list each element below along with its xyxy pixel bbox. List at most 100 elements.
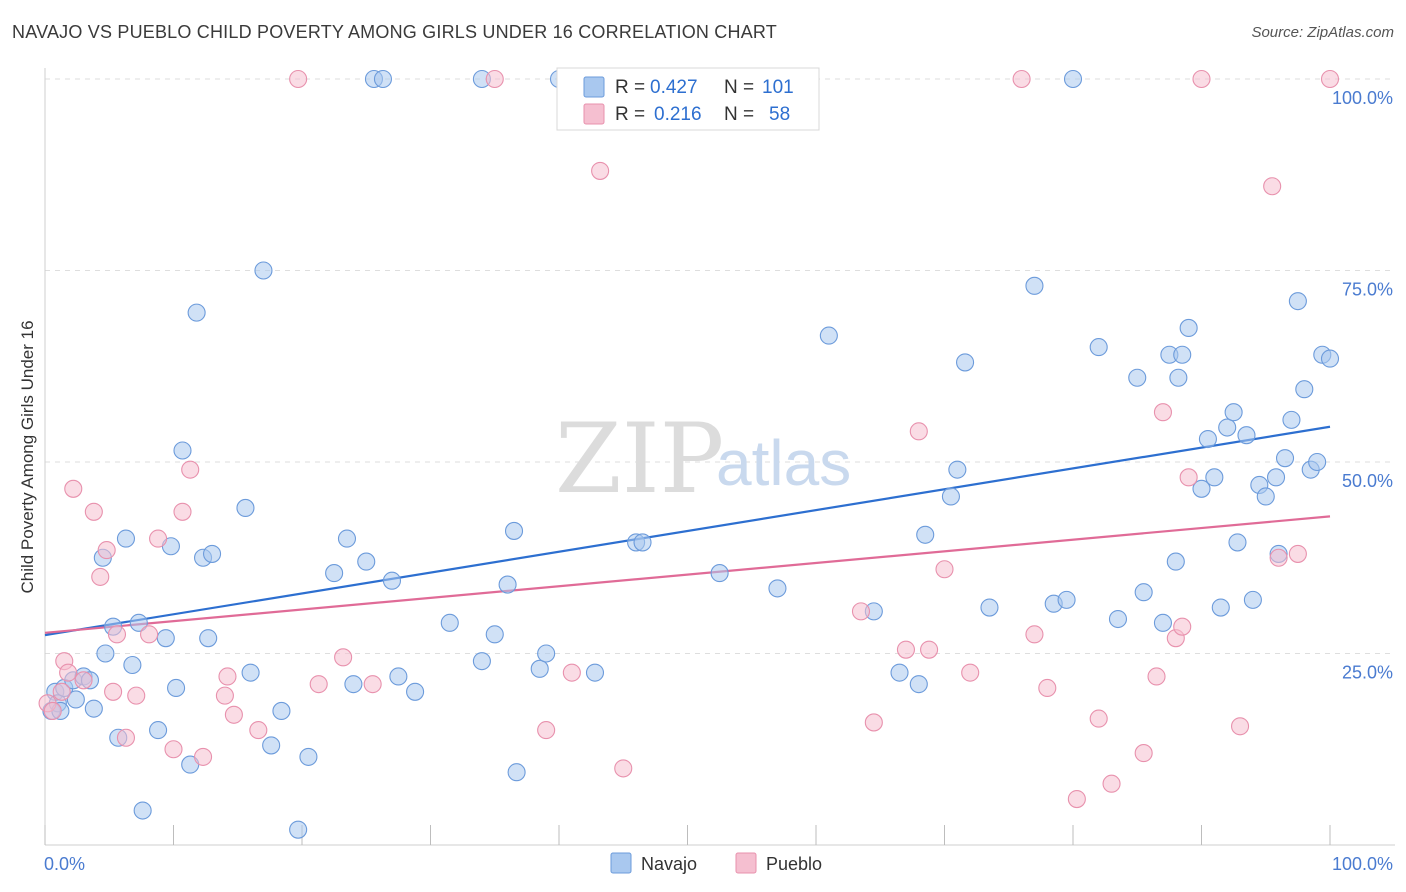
- point-navajo-81: [1173, 345, 1192, 364]
- point-navajo-67: [956, 353, 975, 372]
- point-navajo-54: [585, 663, 605, 682]
- point-navajo-14: [116, 529, 136, 548]
- point-navajo-99: [1295, 380, 1314, 399]
- point-navajo-66: [948, 460, 967, 479]
- point-navajo-15: [123, 655, 142, 675]
- point-pueblo-17: [173, 502, 192, 521]
- point-pueblo-50: [1173, 617, 1192, 636]
- point-pueblo-52: [1192, 69, 1211, 89]
- point-pueblo-25: [309, 675, 328, 694]
- point-pueblo-18: [181, 460, 200, 479]
- watermark: ZIP atlas: [555, 403, 851, 515]
- point-navajo-73: [1089, 338, 1108, 357]
- point-pueblo-44: [1089, 709, 1108, 728]
- point-navajo-74: [1108, 609, 1128, 629]
- series-legend-swatch-pueblo: [735, 852, 757, 874]
- point-pueblo-4: [59, 663, 78, 682]
- point-navajo-103: [1320, 349, 1340, 368]
- point-navajo-39: [382, 571, 402, 590]
- point-navajo-44: [440, 613, 459, 632]
- point-pueblo-16: [164, 740, 183, 759]
- point-pueblo-36: [909, 422, 928, 441]
- point-pueblo-15: [149, 529, 168, 548]
- point-pueblo-24: [289, 69, 308, 89]
- point-pueblo-19: [194, 747, 213, 766]
- point-navajo-29: [241, 663, 260, 682]
- point-navajo-75: [1128, 368, 1147, 387]
- point-navajo-6: [66, 690, 85, 709]
- point-pueblo-39: [961, 663, 980, 682]
- point-pueblo-40: [1012, 69, 1031, 89]
- point-pueblo-47: [1147, 667, 1166, 686]
- point-pueblo-32: [614, 759, 633, 778]
- x-tick-labels: 0.0% 100.0%: [44, 854, 1393, 874]
- point-navajo-58: [768, 579, 787, 598]
- point-navajo-48: [498, 575, 517, 594]
- watermark-atlas: atlas: [716, 427, 851, 499]
- series-legend: Navajo Pueblo: [610, 852, 822, 874]
- point-navajo-31: [262, 736, 281, 755]
- y-axis-label: Child Poverty Among Girls Under 16: [18, 320, 37, 593]
- point-navajo-24: [187, 303, 206, 322]
- data-points: [38, 69, 1340, 839]
- legend-r-label-navajo: R =: [615, 77, 645, 98]
- point-navajo-32: [272, 701, 291, 721]
- stats-legend: R = 0.427 N = 101 R = 0.216 N = 58: [556, 67, 820, 131]
- source-label: Source: ZipAtlas.com: [1251, 24, 1394, 41]
- point-navajo-36: [337, 529, 357, 548]
- chart-title: NAVAJO VS PUEBLO CHILD POVERTY AMONG GIR…: [12, 22, 777, 42]
- point-navajo-77: [1153, 613, 1172, 632]
- point-navajo-16: [129, 613, 148, 632]
- x-tick-label-max: 100.0%: [1332, 854, 1393, 874]
- legend-n-value-pueblo: 58: [769, 104, 790, 125]
- point-pueblo-26: [334, 648, 353, 667]
- point-pueblo-38: [935, 560, 954, 579]
- point-pueblo-46: [1134, 744, 1153, 763]
- point-pueblo-27: [363, 675, 382, 694]
- point-navajo-40: [389, 667, 408, 686]
- point-navajo-22: [173, 441, 192, 460]
- legend-r-value-navajo: 0.427: [650, 77, 698, 98]
- point-navajo-71: [1057, 590, 1076, 609]
- point-pueblo-12: [116, 728, 136, 747]
- point-navajo-35: [325, 564, 344, 583]
- point-navajo-94: [1266, 468, 1286, 487]
- point-navajo-9: [84, 699, 103, 718]
- y-tick-label-3: 100.0%: [1332, 88, 1393, 108]
- point-navajo-11: [96, 644, 115, 663]
- trendlines: [44, 425, 1331, 637]
- point-navajo-64: [916, 525, 935, 544]
- point-navajo-97: [1282, 410, 1301, 429]
- point-navajo-43: [373, 69, 393, 89]
- series-legend-label-navajo: Navajo: [641, 854, 697, 874]
- point-pueblo-29: [537, 721, 556, 740]
- point-navajo-57: [710, 564, 729, 583]
- legend-r-value-pueblo: 0.216: [654, 104, 702, 125]
- point-pueblo-57: [1320, 69, 1340, 89]
- point-navajo-93: [1256, 487, 1275, 506]
- point-navajo-85: [1205, 468, 1224, 487]
- trendline-pueblo: [44, 515, 1331, 634]
- point-navajo-30: [254, 261, 273, 280]
- point-navajo-28: [236, 498, 255, 518]
- point-pueblo-10: [104, 682, 123, 701]
- point-pueblo-13: [127, 686, 146, 705]
- point-navajo-37: [344, 675, 363, 694]
- point-pueblo-34: [864, 713, 883, 732]
- trendline-navajo: [44, 425, 1331, 637]
- point-pueblo-30: [562, 663, 581, 682]
- x-tick-label-min: 0.0%: [44, 854, 85, 874]
- point-pueblo-14: [140, 625, 159, 644]
- legend-swatch-navajo: [583, 76, 605, 98]
- point-pueblo-53: [1231, 717, 1250, 736]
- point-navajo-88: [1224, 403, 1243, 422]
- legend-n-label-pueblo: N =: [724, 104, 754, 125]
- point-navajo-63: [909, 675, 928, 694]
- point-navajo-62: [890, 663, 909, 682]
- point-pueblo-56: [1288, 544, 1307, 563]
- point-navajo-82: [1179, 318, 1198, 338]
- point-navajo-21: [167, 678, 186, 698]
- point-navajo-18: [149, 721, 168, 740]
- point-pueblo-28: [485, 69, 504, 89]
